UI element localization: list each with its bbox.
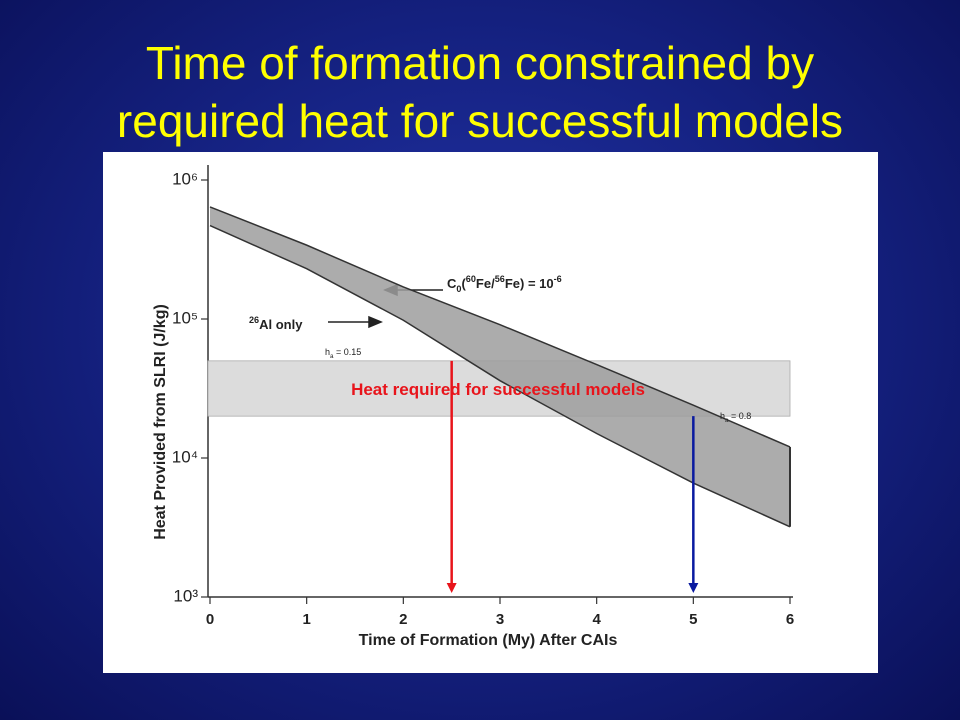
annotation-part: a xyxy=(725,417,729,424)
annotation-part: 60 xyxy=(466,274,476,284)
annotation: C0(60Fe/56Fe) = 10-6 xyxy=(447,274,562,294)
marker-head xyxy=(688,583,699,593)
annotation-part: Fe) = 10 xyxy=(505,276,554,291)
annotation-part: Fe/ xyxy=(476,276,495,291)
x-tick-label: 6 xyxy=(786,611,794,628)
y-tick-label: 10⁶ xyxy=(172,169,198,188)
annotation-part: 56 xyxy=(495,274,505,284)
x-tick-label: 2 xyxy=(399,611,407,628)
pointer-head xyxy=(368,315,383,329)
annotation-part: 26 xyxy=(249,315,259,325)
y-axis-label: Heat Provided from SLRI (J/kg) xyxy=(152,304,169,540)
slide-title: Time of formation constrained by require… xyxy=(0,34,960,150)
annotation-part: Al only xyxy=(259,317,303,332)
annotation-part: = 0.8 xyxy=(729,411,752,421)
x-tick-label: 4 xyxy=(592,611,601,628)
x-tick-label: 0 xyxy=(206,611,214,628)
curve xyxy=(209,206,791,448)
title-line: required heat for successful models xyxy=(116,95,844,147)
x-axis-label: Time of Formation (My) After CAIs xyxy=(359,632,618,649)
band-area xyxy=(210,206,790,527)
x-tick-label: 5 xyxy=(689,611,697,628)
annotation-part: 0 xyxy=(456,284,461,294)
y-tick-label: 10⁴ xyxy=(172,447,198,466)
marker-head xyxy=(446,583,457,593)
annotation: 26Al only xyxy=(249,315,303,332)
x-tick-label: 1 xyxy=(302,611,310,628)
annotation-part: = 0.15 xyxy=(334,347,362,357)
y-tick-label: 10³ xyxy=(173,586,198,605)
annotation: ha = 0.15 xyxy=(325,347,361,360)
x-tick-label: 3 xyxy=(496,611,504,628)
annotation-part: C xyxy=(447,276,457,291)
title-line: Time of formation constrained by xyxy=(145,37,815,89)
annotation-part: h xyxy=(325,347,330,357)
y-tick-label: 10⁵ xyxy=(172,308,198,327)
annotation-part: h xyxy=(720,411,725,421)
annotation: ha = 0.8 xyxy=(720,411,751,424)
chart: Time of Formation (My) After CAIs Heat P… xyxy=(103,152,878,673)
band-label: Heat required for successful models xyxy=(351,380,645,399)
annotation-part: a xyxy=(330,353,334,360)
annotation-part: -6 xyxy=(554,274,562,284)
annotation-part: ( xyxy=(461,276,466,291)
